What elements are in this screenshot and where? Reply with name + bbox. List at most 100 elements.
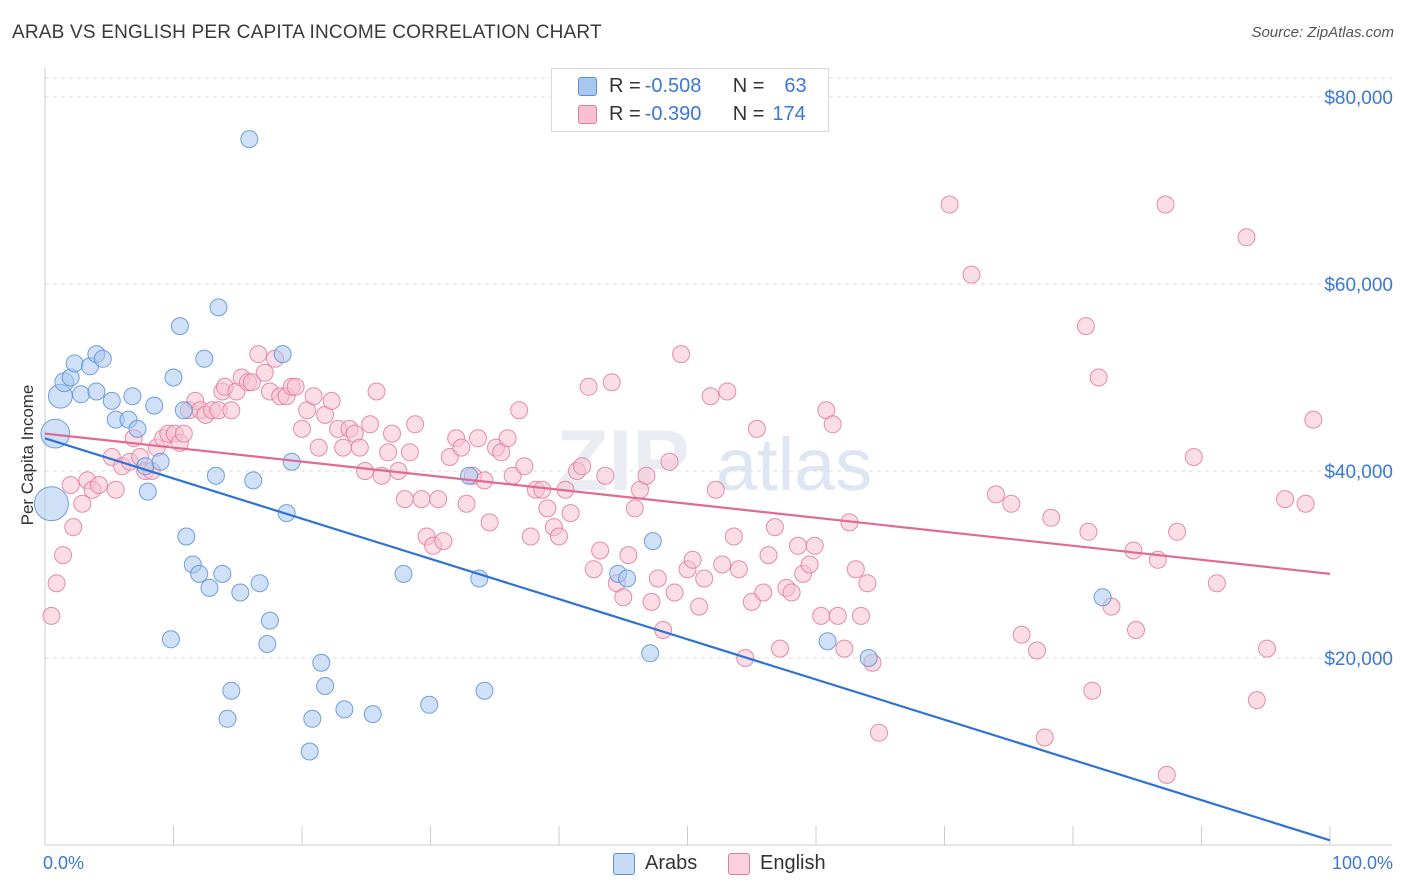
point-english xyxy=(457,494,476,513)
point-arabs xyxy=(213,564,232,583)
point-arabs xyxy=(40,418,71,449)
point-arabs xyxy=(470,569,489,588)
legend-r-label: R = xyxy=(609,74,641,97)
point-english xyxy=(521,527,540,546)
point-arabs xyxy=(641,644,660,663)
point-arabs xyxy=(87,382,106,401)
point-english xyxy=(1156,195,1175,214)
point-arabs xyxy=(151,452,170,471)
point-english xyxy=(648,569,667,588)
point-english xyxy=(695,569,714,588)
point-english xyxy=(852,606,870,625)
point-arabs xyxy=(260,611,279,630)
point-english xyxy=(400,443,419,462)
point-arabs xyxy=(363,705,382,724)
legend-item-arabs[interactable]: Arabs xyxy=(613,852,697,875)
point-arabs xyxy=(170,317,189,336)
legend-n-label: N = xyxy=(732,74,765,97)
legend-n-value: 63 xyxy=(784,74,807,97)
point-english xyxy=(515,457,534,476)
point-arabs xyxy=(818,632,837,651)
point-english xyxy=(724,527,743,546)
point-english xyxy=(1296,494,1315,513)
point-english xyxy=(1002,494,1021,513)
point-english xyxy=(383,424,401,443)
point-english xyxy=(1042,508,1061,527)
point-english xyxy=(584,560,603,579)
point-english xyxy=(619,546,638,565)
legend-label-arabs: Arabs xyxy=(645,852,698,874)
point-arabs xyxy=(206,466,225,485)
point-english xyxy=(823,415,842,434)
point-english xyxy=(800,555,819,574)
point-english xyxy=(828,606,847,625)
x-tick-label: 100.0% xyxy=(1332,853,1393,873)
point-english xyxy=(986,485,1005,504)
point-english xyxy=(429,490,448,509)
point-english xyxy=(718,382,737,401)
point-english xyxy=(940,195,959,214)
legend-swatch-english xyxy=(728,852,750,875)
point-english xyxy=(379,443,398,462)
point-english xyxy=(660,452,679,471)
point-english xyxy=(706,480,725,499)
point-english xyxy=(255,363,274,382)
point-arabs xyxy=(244,471,263,490)
point-arabs xyxy=(218,709,237,728)
point-english xyxy=(406,415,425,434)
point-arabs xyxy=(1093,588,1112,607)
point-arabs xyxy=(312,653,331,672)
point-english xyxy=(334,438,353,457)
point-arabs xyxy=(300,742,319,761)
trend-line-english xyxy=(44,432,1331,575)
point-english xyxy=(1237,228,1256,247)
point-arabs xyxy=(335,700,354,719)
series-legend: Arabs English xyxy=(0,852,1406,878)
point-english xyxy=(701,387,720,406)
point-english xyxy=(782,583,801,602)
y-tick-label: $40,000 xyxy=(1324,462,1393,483)
point-arabs xyxy=(164,368,183,387)
point-english xyxy=(222,401,241,420)
point-english xyxy=(846,560,865,579)
point-arabs xyxy=(258,635,277,653)
point-english xyxy=(1157,765,1176,784)
point-english xyxy=(573,457,592,476)
y-tick-label: $60,000 xyxy=(1324,275,1393,296)
point-arabs xyxy=(102,391,121,410)
legend-row-arabs: R = -0.508 N = 63 xyxy=(552,72,807,100)
point-arabs xyxy=(420,695,439,714)
point-english xyxy=(858,574,877,593)
point-english xyxy=(538,499,557,518)
point-arabs xyxy=(643,532,662,551)
point-arabs xyxy=(209,298,228,317)
legend-r-label: R = xyxy=(609,102,641,125)
point-english xyxy=(90,476,108,494)
point-english xyxy=(747,419,766,438)
point-english xyxy=(870,723,888,742)
point-english xyxy=(812,606,831,625)
point-english xyxy=(350,438,369,457)
point-english xyxy=(47,574,66,593)
point-english xyxy=(242,373,261,392)
point-english xyxy=(1079,522,1098,541)
point-english xyxy=(286,377,305,396)
point-arabs xyxy=(33,486,69,522)
point-english xyxy=(469,429,487,448)
legend-item-english[interactable]: English xyxy=(728,852,826,875)
point-english xyxy=(42,606,61,625)
legend-label-english: English xyxy=(760,852,826,874)
point-arabs xyxy=(475,681,494,700)
point-english xyxy=(395,490,414,509)
point-english xyxy=(1028,641,1046,660)
point-arabs xyxy=(273,345,292,364)
point-english xyxy=(480,513,499,532)
point-english xyxy=(1207,574,1226,593)
point-english xyxy=(309,438,328,457)
point-arabs xyxy=(138,482,157,501)
point-english xyxy=(304,387,323,406)
point-arabs xyxy=(177,527,196,546)
point-english xyxy=(54,546,72,565)
point-arabs xyxy=(394,564,413,583)
